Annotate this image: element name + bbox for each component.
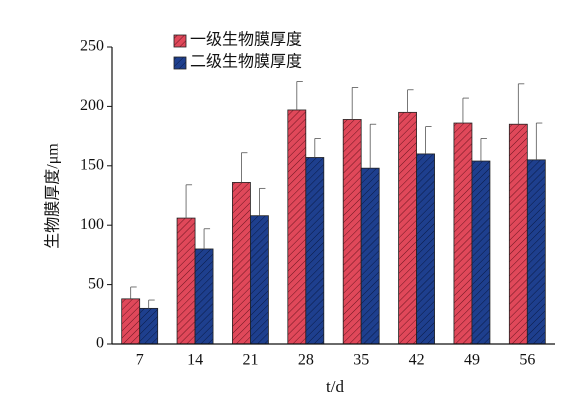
- x-tick-label: 49: [464, 352, 480, 369]
- bar: [398, 111, 417, 345]
- x-tick-label: 42: [409, 352, 425, 369]
- y-tick-label: 50: [88, 275, 104, 292]
- legend-swatch: [173, 34, 187, 48]
- x-tick-label: 14: [187, 352, 203, 369]
- x-tick-label: 7: [136, 352, 144, 369]
- bar: [526, 159, 546, 345]
- bar: [194, 248, 214, 345]
- bar: [342, 119, 362, 345]
- bar: [287, 109, 307, 345]
- y-tick-label: 0: [96, 335, 104, 352]
- x-tick-label: 56: [519, 352, 535, 369]
- x-tick-label: 35: [353, 352, 369, 369]
- y-tick-label: 200: [80, 97, 104, 114]
- y-tick-label: 250: [80, 38, 104, 55]
- bar: [416, 153, 435, 345]
- legend-label: 二级生物膜厚度: [190, 53, 302, 71]
- bar: [508, 123, 528, 345]
- bar: [453, 122, 473, 345]
- bar: [360, 167, 380, 345]
- x-axis-label: t/d: [326, 377, 344, 396]
- bar: [232, 182, 251, 345]
- y-axis-label: 生物膜厚度/μm: [44, 143, 62, 249]
- y-tick-label: 100: [80, 216, 104, 233]
- bar: [250, 215, 269, 345]
- legend-label: 一级生物膜厚度: [190, 31, 302, 49]
- bar: [176, 217, 196, 345]
- bar: [121, 298, 141, 345]
- y-tick-label: 150: [80, 156, 104, 173]
- x-tick-label: 21: [242, 352, 258, 369]
- legend-swatch: [173, 56, 187, 70]
- bar: [139, 307, 159, 345]
- x-tick-label: 28: [298, 352, 314, 369]
- bar: [471, 160, 491, 345]
- bar: [305, 157, 325, 345]
